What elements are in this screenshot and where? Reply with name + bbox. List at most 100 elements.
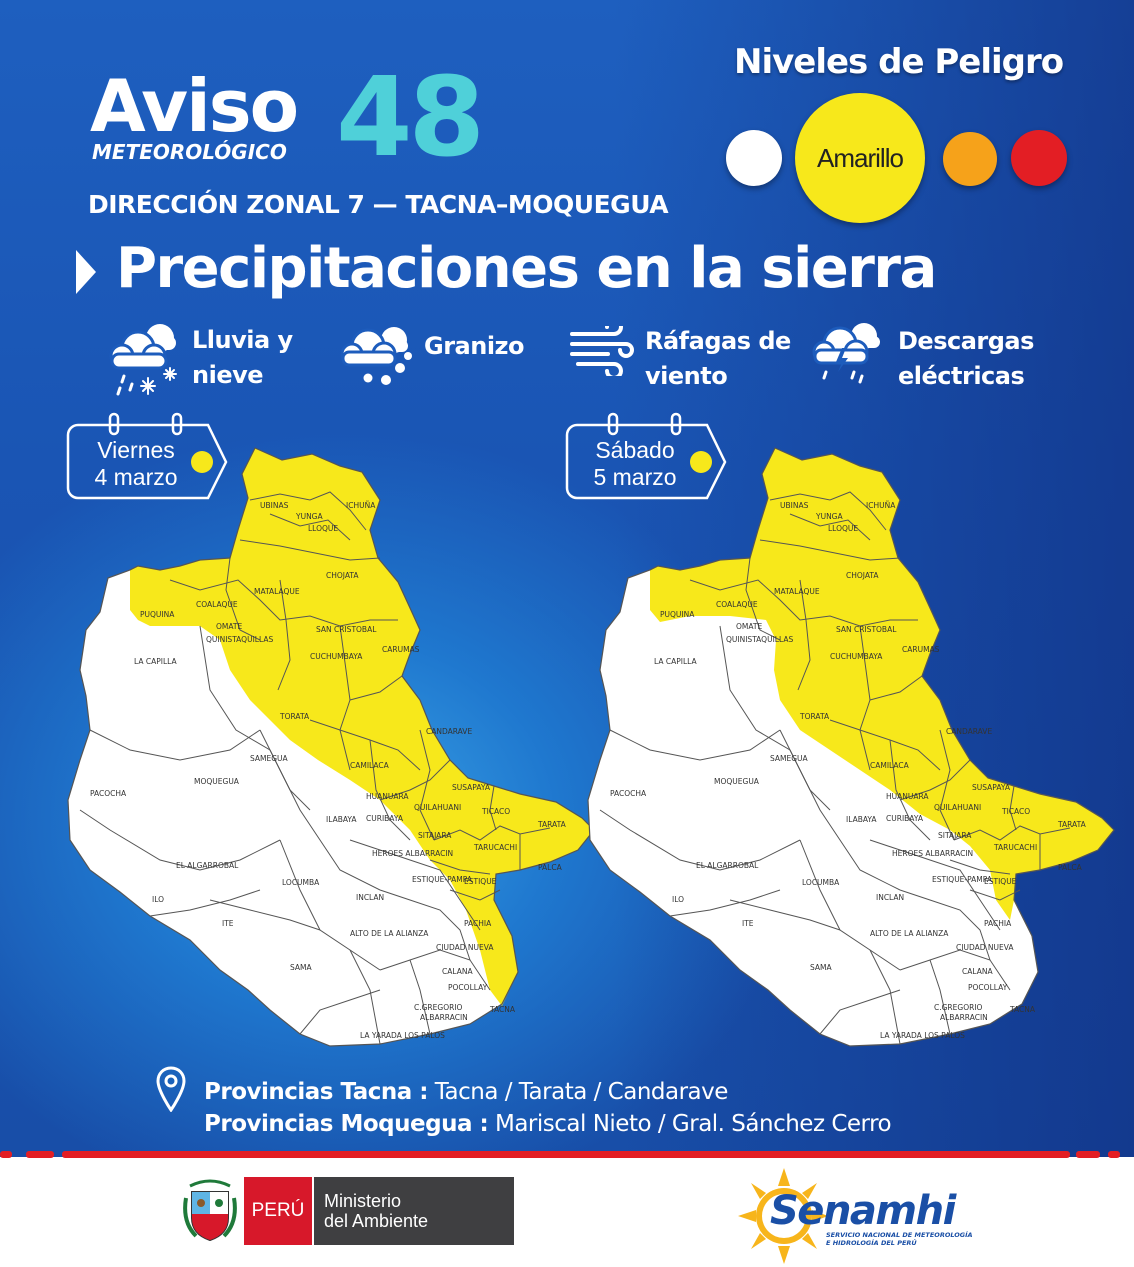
red-bar-segment	[1076, 1151, 1100, 1158]
hazard-wind-label: Ráfagas de viento	[645, 327, 791, 390]
provinces-tacna: Provincias Tacna : Tacna / Tarata / Cand…	[204, 1079, 728, 1105]
district-label: PUQUINA	[660, 610, 695, 619]
district-label: SAMA	[290, 963, 313, 972]
district-label: CURIBAYA	[886, 814, 924, 823]
calendar-tag-icon	[565, 412, 727, 500]
district-label: COALAQUE	[716, 600, 758, 609]
district-border	[149, 889, 261, 917]
district-label: PACHIA	[464, 919, 492, 928]
district-label: TACNA	[489, 1005, 516, 1014]
district-label: CHOJATA	[326, 571, 359, 580]
district-label: POCOLLAY	[448, 983, 488, 992]
district-border	[689, 579, 918, 627]
district-border	[899, 889, 991, 961]
level-yellow-dot: Amarillo	[795, 93, 925, 223]
wind-icon	[570, 326, 634, 376]
district-label: EL ALGARROBAL	[176, 861, 239, 870]
level-active-label: Amarillo	[817, 142, 904, 173]
district-label: CANDARAVE	[426, 727, 472, 736]
district-label: ICHUÑA	[866, 501, 896, 510]
district-label: INCLAN	[356, 893, 384, 902]
district-label: SAN CRISTOBAL	[316, 625, 377, 634]
district-label: YUNGA	[815, 512, 843, 521]
district-label: HUANUARA	[366, 792, 409, 801]
district-label: ESTIQUE	[464, 877, 497, 886]
district-border	[729, 899, 841, 931]
district-label: UBINAS	[780, 501, 809, 510]
district-label: ITE	[222, 919, 234, 928]
district-label: ILABAYA	[326, 815, 357, 824]
district-label: CALANA	[442, 967, 473, 976]
district-border	[225, 557, 261, 641]
level-red-dot	[1011, 130, 1067, 186]
district-border	[209, 899, 321, 931]
district-label: PACHIA	[984, 919, 1012, 928]
red-bar-segment	[26, 1151, 54, 1158]
district-label: CUCHUMBAYA	[830, 652, 883, 661]
district-label: ESTIQUE-PAMPA	[412, 875, 473, 884]
district-border	[379, 949, 491, 991]
rain-snow-icon	[109, 324, 177, 396]
district-border	[769, 491, 887, 531]
district-label: TARATA	[1057, 820, 1087, 829]
region-outline	[587, 447, 1115, 1047]
district-label: CALANA	[962, 967, 993, 976]
district-border	[249, 491, 367, 531]
district-border	[745, 557, 781, 641]
district-label: LOCUMBA	[802, 878, 840, 887]
red-bar-segment	[1108, 1151, 1120, 1158]
region-outline	[67, 447, 595, 1047]
warning-number: 48	[336, 53, 485, 181]
district-label: ESTIQUE-PAMPA	[932, 875, 993, 884]
district-label: ILABAYA	[846, 815, 877, 824]
district-border	[899, 949, 1011, 991]
district-border	[169, 579, 398, 627]
district-label: QUINISTAQUILLAS	[206, 635, 273, 644]
meteorologico-subtitle: METEOROLÓGICO	[92, 140, 287, 164]
district-border	[429, 859, 491, 875]
district-border	[349, 675, 403, 701]
district-border	[239, 539, 381, 561]
district-label: TARUCACHI	[473, 843, 517, 852]
district-border	[449, 889, 501, 901]
map-saturday: UBINAS ICHUÑA YUNGA LLOQUE CHOJATA MATALAQUE C…	[587, 447, 1115, 1047]
red-bar-segment	[0, 1151, 12, 1158]
district-label: UBINAS	[260, 501, 289, 510]
date-tag-saturday: Sábado 5 marzo	[565, 412, 729, 502]
district-border	[969, 889, 1021, 901]
district-label: LA CAPILLA	[134, 657, 177, 666]
district-label: HUANUARA	[886, 792, 929, 801]
district-label: SITAJARA	[938, 831, 972, 840]
district-label: CAMILACA	[870, 761, 910, 770]
district-label: LA YARADA LOS PALOS	[880, 1031, 965, 1040]
district-border	[789, 513, 871, 541]
district-border	[819, 989, 901, 1035]
district-label: COALAQUE	[196, 600, 238, 609]
district-border	[299, 989, 381, 1035]
district-border	[259, 729, 381, 891]
district-label: SAMEGUA	[250, 754, 289, 763]
district-label: QUINISTAQUILLAS	[726, 635, 793, 644]
district-label: CIUDAD NUEVA	[956, 943, 1014, 952]
district-label: OMATE	[736, 622, 763, 631]
district-label: MOQUEGUA	[194, 777, 240, 786]
district-border	[869, 839, 1001, 931]
hazard-levels-title: Niveles de Peligro	[734, 42, 1064, 82]
district-label: EL ALGARROBAL	[696, 861, 759, 870]
district-label: MOQUEGUA	[714, 777, 760, 786]
district-border	[379, 759, 451, 801]
district-label: TARATA	[537, 820, 567, 829]
district-label: CARUMAS	[382, 645, 420, 654]
district-label: SAMA	[810, 963, 833, 972]
senamhi-tagline: SERVICIO NACIONAL DE METEOROLOGÍA E HIDR…	[826, 1231, 973, 1247]
district-label: SITAJARA	[418, 831, 452, 840]
district-label: LLOQUE	[308, 524, 338, 533]
hazard-thunderstorm-label: Descargas eléctricas	[898, 327, 1034, 390]
district-label: QUILAHUANI	[414, 803, 461, 812]
date-day: Viernes	[97, 437, 175, 463]
district-label: C.GREGORIO	[934, 1003, 983, 1012]
district-label: QUILAHUANI	[934, 803, 981, 812]
district-border	[277, 579, 291, 691]
level-orange-dot	[943, 132, 997, 186]
district-border	[599, 809, 801, 871]
